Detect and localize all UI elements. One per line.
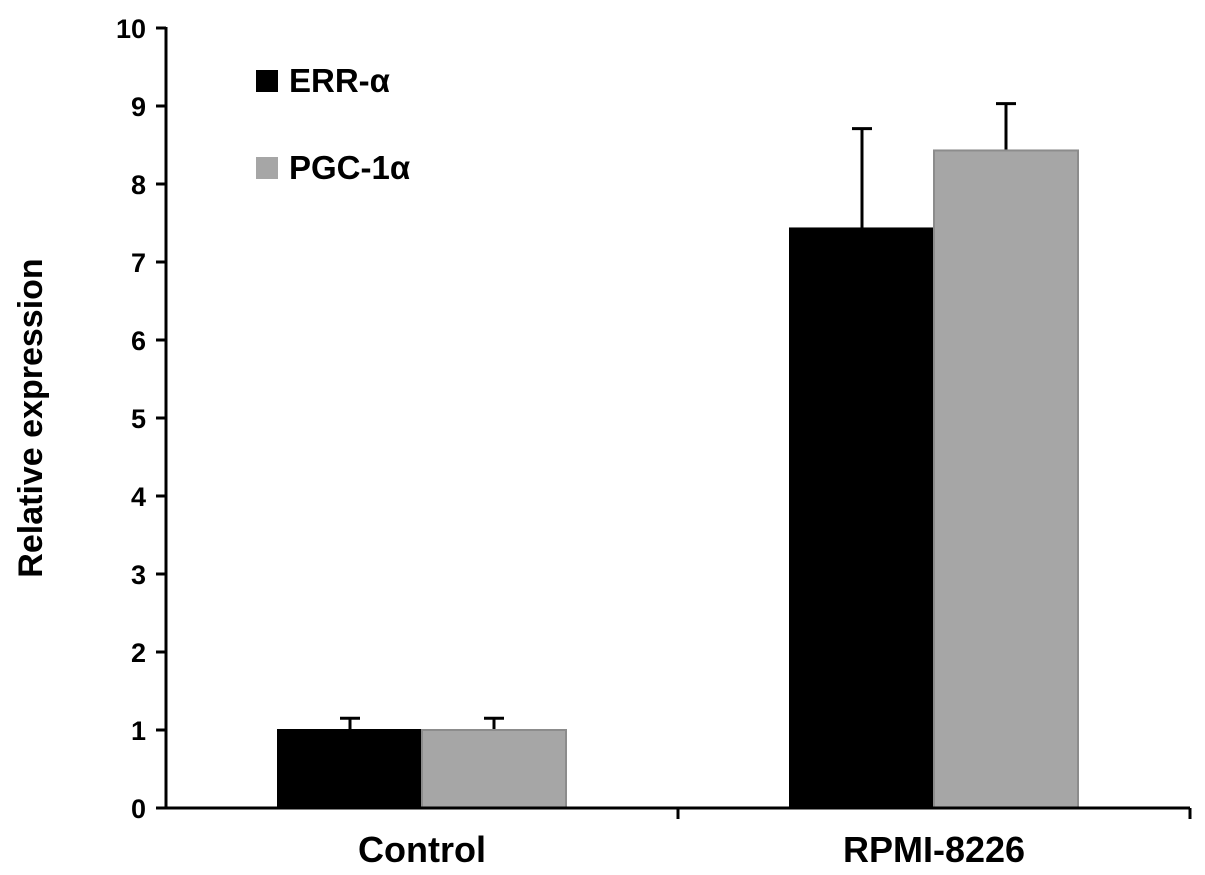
bars	[277, 149, 1079, 809]
y-tick-label: 9	[131, 92, 146, 122]
bar	[933, 149, 1079, 809]
y-tick-label: 10	[116, 14, 146, 44]
bar	[789, 227, 935, 809]
bar	[421, 729, 567, 809]
x-ticks: Control RPMI-8226	[358, 808, 1192, 870]
y-tick-label: 5	[131, 404, 146, 434]
y-tick-label: 2	[131, 638, 146, 668]
y-tick-label: 0	[131, 794, 146, 824]
y-tick-label: 8	[131, 170, 146, 200]
y-tick-label: 7	[131, 248, 146, 278]
y-tick-label: 3	[131, 560, 146, 590]
legend-swatch	[256, 157, 278, 179]
x-tick-label: Control	[358, 829, 486, 870]
legend: ERR-α PGC-1α	[256, 62, 410, 186]
x-tick-label: RPMI-8226	[843, 829, 1025, 870]
error-bars	[340, 102, 1016, 730]
legend-label: PGC-1α	[289, 149, 410, 186]
bar	[277, 729, 423, 809]
y-tick-label: 4	[131, 482, 146, 512]
y-tick-label: 1	[131, 716, 146, 746]
y-tick-label: 6	[131, 326, 146, 356]
legend-label: ERR-α	[289, 62, 390, 99]
y-ticks: 0 1 2 3 4 5 6 7 8 9 10	[116, 14, 166, 824]
legend-swatch	[256, 70, 278, 92]
y-axis-title: Relative expression	[12, 258, 50, 577]
